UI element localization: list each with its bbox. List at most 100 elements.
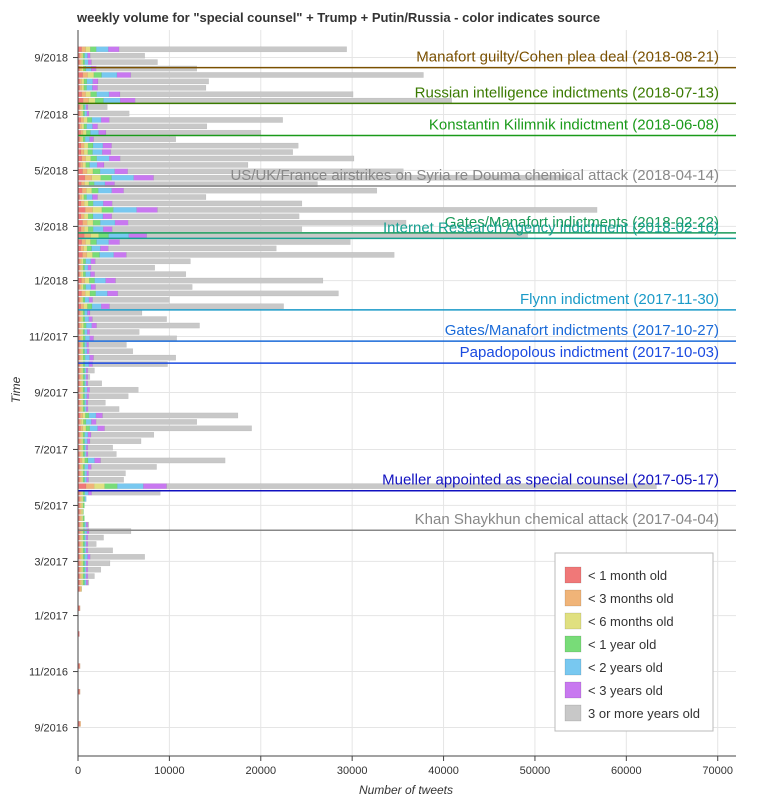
bar-segment	[86, 245, 92, 252]
bar-segment	[81, 187, 87, 194]
bar-segment	[123, 187, 378, 194]
bar-segment	[82, 560, 85, 567]
bar-segment	[86, 380, 89, 387]
bar-segment	[85, 239, 91, 245]
bar-segment	[111, 187, 124, 194]
bar-segment	[79, 521, 82, 528]
bar-segment	[82, 573, 85, 579]
bar-segment	[81, 271, 84, 277]
bar-segment	[79, 309, 82, 316]
bar-segment	[111, 142, 299, 149]
legend-swatch	[564, 658, 582, 676]
bar-segment	[84, 541, 87, 547]
bar-segment	[85, 91, 91, 98]
bar-segment	[91, 65, 97, 72]
bar-segment	[85, 419, 92, 425]
bar-segment	[157, 207, 598, 213]
bar-segment	[86, 348, 90, 355]
bar-segment	[79, 444, 82, 451]
legend-swatch	[564, 566, 582, 584]
bar-segment	[87, 438, 91, 444]
bar-segment	[98, 129, 107, 136]
bar-segment	[81, 470, 84, 477]
bar-segment	[83, 85, 87, 91]
x-tick-label: 60000	[611, 765, 642, 777]
bar-segment	[81, 528, 84, 534]
bar-segment	[88, 59, 92, 65]
bar-segment	[127, 219, 407, 226]
bar-segment	[82, 168, 88, 175]
bar-segment	[126, 252, 395, 258]
bar-segment	[86, 541, 89, 547]
bar-segment	[79, 470, 82, 477]
bar-segment	[79, 721, 81, 727]
bar-segment	[87, 149, 93, 155]
bar-segment	[108, 91, 121, 98]
bar-segment	[83, 149, 89, 155]
bar-segment	[79, 194, 82, 200]
bar-segment	[79, 284, 82, 290]
y-tick-label: 11/2017	[29, 332, 68, 344]
bar-segment	[81, 277, 86, 284]
bar-segment	[88, 226, 94, 232]
y-tick-label: 9/2018	[34, 53, 68, 65]
bar-segment	[79, 297, 82, 303]
bar-segment	[103, 97, 121, 104]
bar-segment	[90, 91, 97, 98]
bar-segment	[91, 322, 97, 329]
bar-segment	[94, 97, 104, 104]
bar-segment	[96, 322, 200, 329]
bar-segment	[97, 85, 207, 91]
bar-segment	[92, 168, 101, 175]
bar-segment	[97, 425, 105, 432]
bar-segment	[84, 342, 87, 348]
bar-segment	[92, 252, 100, 258]
bar-segment	[79, 605, 81, 612]
bar-segment	[86, 534, 89, 541]
bar-segment	[86, 573, 89, 579]
bar-segment	[80, 200, 85, 207]
bar-segment	[82, 464, 85, 470]
bar-segment	[84, 329, 88, 335]
bar-segment	[80, 245, 84, 252]
bar-segment	[77, 207, 86, 213]
bar-segment	[79, 419, 82, 425]
bar-segment	[79, 380, 82, 387]
bar-segment	[94, 457, 101, 464]
bar-segment	[88, 393, 129, 400]
bar-segment	[87, 554, 91, 560]
bar-segment	[81, 239, 86, 245]
bar-segment	[79, 322, 82, 329]
bar-segment	[92, 219, 101, 226]
bar-segment	[86, 374, 89, 380]
bar-segment	[79, 528, 82, 534]
bar-segment	[86, 451, 89, 457]
bar-segment	[97, 78, 209, 85]
event-label: Gates/Manafort indictments (2017-10-27)	[445, 322, 719, 339]
bar-segment	[85, 354, 90, 361]
bar-segment	[79, 342, 82, 348]
bar-segment	[88, 200, 94, 207]
bar-segment	[87, 444, 113, 451]
bar-segment	[84, 470, 87, 477]
bar-segment	[84, 438, 88, 444]
bar-segment	[85, 271, 91, 277]
bar-segment	[95, 419, 198, 425]
bar-segment	[100, 174, 112, 181]
bar-segment	[114, 219, 129, 226]
bar-segment	[87, 329, 90, 335]
bar-segment	[79, 374, 82, 380]
bar-segment	[84, 573, 87, 579]
x-tick-label: 0	[75, 765, 81, 777]
bar-segment	[91, 303, 102, 310]
event-label: US/UK/France airstrikes on Syria re Doum…	[230, 167, 719, 184]
x-tick-label: 10000	[154, 765, 185, 777]
bar-segment	[105, 129, 261, 136]
bar-segment	[87, 380, 102, 387]
bar-segment	[90, 232, 99, 239]
bar-segment	[85, 136, 90, 143]
bar-segment	[81, 367, 84, 374]
bar-segment	[87, 117, 93, 123]
bar-segment	[83, 303, 88, 310]
bar-segment	[143, 483, 167, 489]
